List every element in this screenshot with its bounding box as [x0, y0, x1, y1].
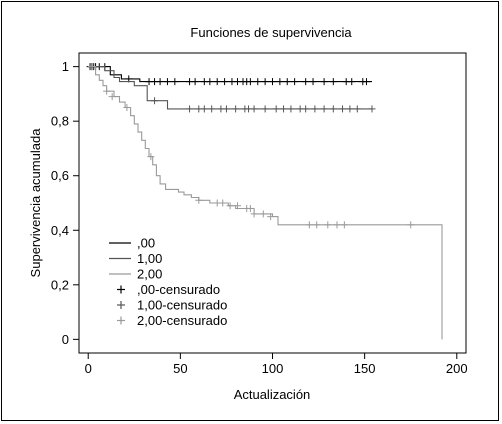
- censored-mark: [309, 78, 317, 86]
- censored-mark: [222, 105, 230, 113]
- x-axis: 0 50 100 150 200: [85, 353, 468, 376]
- censored-mark: [324, 221, 332, 229]
- censored-mark: [283, 78, 291, 86]
- legend: ,001,002,00,00-censurado1,00-censurado2,…: [109, 236, 227, 328]
- censored-mark: [213, 78, 221, 86]
- censored-mark: [407, 221, 415, 229]
- censored-mark: [362, 78, 370, 86]
- censored-mark: [269, 78, 276, 86]
- y-tick-label: 1: [62, 59, 69, 74]
- censored-mark: [346, 105, 354, 113]
- censored-mark: [291, 78, 299, 86]
- censored-mark: [340, 221, 348, 229]
- censored-mark: [195, 196, 203, 204]
- censored-mark: [219, 199, 227, 207]
- survival-curves: [86, 63, 443, 340]
- censored-mark: [200, 105, 208, 113]
- x-tick-label: 150: [354, 361, 376, 376]
- censored-mark: [353, 105, 361, 113]
- y-tick-label: 0: [62, 332, 69, 347]
- censored-mark: [339, 105, 347, 113]
- legend-entry: ,00: [109, 236, 155, 251]
- legend-entry: 1,00: [109, 251, 162, 266]
- y-tick-label: 0,6: [51, 168, 69, 183]
- legend-label: 1,00-censurado: [137, 298, 227, 313]
- censored-mark: [250, 210, 258, 218]
- censored-mark: [276, 78, 284, 86]
- censored-mark: [221, 78, 229, 86]
- censored-mark: [226, 202, 234, 210]
- censored-mark: [333, 221, 341, 229]
- censored-mark: [156, 78, 164, 86]
- legend-label: ,00-censurado: [137, 282, 220, 297]
- censored-mark: [191, 78, 199, 86]
- censored-mark: [302, 78, 310, 86]
- censored-mark: [233, 202, 241, 210]
- y-axis: 0 0,2 0,4 0,6 0,8 1: [51, 59, 79, 347]
- legend-label: 2,00: [137, 267, 162, 282]
- series-line-1: [88, 66, 372, 110]
- censored-mark: [272, 105, 280, 113]
- y-tick-label: 0,4: [51, 223, 69, 238]
- censored-mark: [320, 78, 328, 86]
- y-tick-label: 0,8: [51, 114, 69, 129]
- censored-mark: [208, 105, 216, 113]
- censored-mark: [254, 78, 262, 86]
- censored-mark: [368, 105, 376, 113]
- censored-mark: [108, 93, 116, 101]
- x-axis-label: Actualización: [234, 387, 311, 402]
- y-axis-label: Supervivencia acumulada: [28, 128, 43, 278]
- censored-mark: [305, 221, 313, 229]
- censored-mark: [329, 105, 337, 113]
- censored-mark: [163, 78, 171, 86]
- censored-mark: [329, 78, 337, 86]
- legend-label: ,00: [137, 236, 155, 251]
- censored-mark: [232, 105, 240, 113]
- censored-mark: [151, 97, 159, 105]
- legend-label: 1,00: [137, 251, 162, 266]
- y-tick-label: 0,2: [51, 277, 69, 292]
- legend-entry: 1,00-censurado: [117, 298, 227, 313]
- x-tick-label: 50: [173, 361, 187, 376]
- censored-mark: [246, 204, 254, 212]
- censored-mark: [267, 213, 275, 221]
- legend-label: 2,00-censurado: [137, 313, 227, 328]
- censored-mark: [147, 153, 155, 161]
- censored-mark: [348, 78, 356, 86]
- censored-mark: [250, 105, 258, 113]
- censored-mark: [103, 87, 111, 95]
- censored-mark: [246, 78, 254, 86]
- x-tick-label: 0: [85, 361, 92, 376]
- censored-mark: [311, 105, 319, 113]
- x-tick-label: 100: [262, 361, 284, 376]
- x-tick-label: 200: [446, 361, 468, 376]
- censored-mark: [280, 105, 288, 113]
- censored-mark: [171, 78, 179, 86]
- censored-mark: [261, 105, 269, 113]
- censored-mark: [320, 105, 328, 113]
- chart-title: Funciones de supervivencia: [190, 25, 352, 40]
- legend-entry: 2,00-censurado: [117, 313, 227, 328]
- censored-mark: [261, 78, 269, 86]
- censored-mark: [259, 210, 267, 218]
- censored-mark: [206, 78, 214, 86]
- legend-entry: ,00-censurado: [117, 282, 220, 297]
- legend-entry: 2,00: [109, 267, 162, 282]
- censored-mark: [287, 105, 295, 113]
- censored-mark: [302, 105, 310, 113]
- censored-mark: [123, 104, 131, 112]
- censored-mark: [313, 221, 321, 229]
- censored-mark: [186, 105, 194, 113]
